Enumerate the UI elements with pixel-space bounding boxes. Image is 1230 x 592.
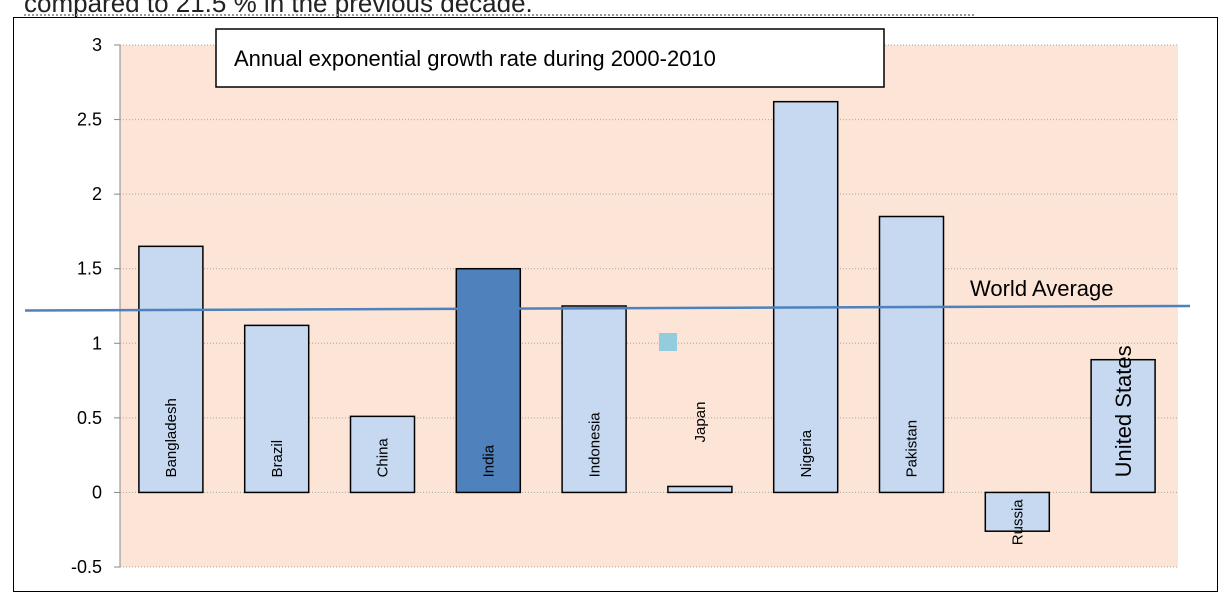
bar-japan (667, 485, 733, 494)
bar-label: Pakistan (904, 420, 921, 478)
page-caption: compared to 21.5 % in the previous decad… (24, 0, 533, 18)
bar-label: Japan (692, 402, 709, 443)
bar-label: China (375, 438, 392, 478)
world-average-line (24, 304, 1191, 312)
bar-brazil (243, 324, 310, 494)
y-tick-label: -0.5 (71, 557, 102, 577)
y-tick-label: 0 (92, 482, 102, 502)
bar-bangladesh (138, 245, 204, 494)
world-average-label: World Average (970, 276, 1114, 301)
bar-label: United States (1111, 345, 1136, 477)
y-tick-label: 2 (92, 184, 102, 204)
bar-label: Brazil (269, 440, 286, 478)
bar-china (349, 415, 416, 494)
bar-india (455, 267, 522, 494)
bar-label: Indonesia (586, 412, 603, 478)
bar-russia (984, 491, 1051, 532)
caption-underline (24, 14, 974, 16)
bar-label: India (481, 444, 498, 477)
chart-title: Annual exponential growth rate during 20… (234, 46, 716, 71)
bar-nigeria (772, 100, 839, 494)
chart-title-box (215, 28, 885, 88)
y-tick-label: 2.5 (77, 110, 102, 130)
y-tick-label: 3 (92, 35, 102, 55)
bar-united-states (1090, 358, 1156, 494)
y-tick-label: 1.5 (77, 259, 102, 279)
legend-marker (659, 333, 677, 351)
y-tick-label: 1 (92, 333, 102, 353)
bar-indonesia (561, 305, 627, 494)
bar-label: Nigeria (798, 429, 815, 477)
bar-label: Bangladesh (163, 398, 180, 477)
bar-label: Russia (1010, 499, 1027, 546)
y-tick-label: 0.5 (77, 408, 102, 428)
bar-pakistan (878, 215, 945, 494)
